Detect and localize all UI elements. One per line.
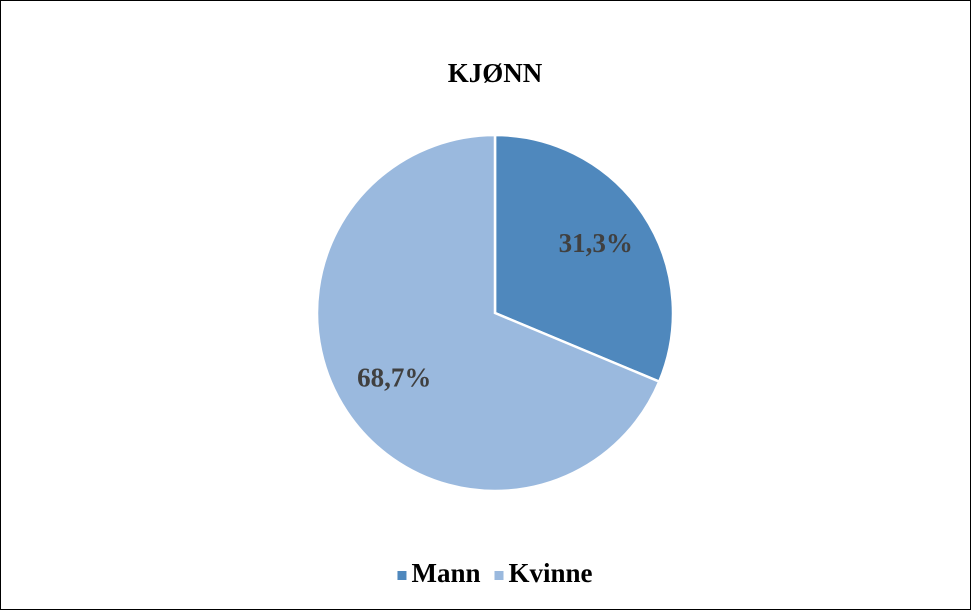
pie-slice (493, 133, 675, 384)
pie-slice (315, 133, 661, 493)
legend-swatch (494, 571, 504, 580)
data-label: 31,3% (559, 228, 633, 258)
data-label: 68,7% (357, 362, 431, 392)
legend-swatch (397, 571, 407, 580)
legend-label: Kvinne (509, 558, 593, 588)
chart-title: KJØNN (448, 58, 543, 88)
legend-label: Mann (411, 558, 480, 588)
